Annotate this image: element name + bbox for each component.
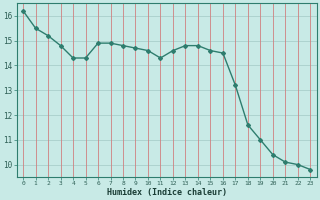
X-axis label: Humidex (Indice chaleur): Humidex (Indice chaleur) bbox=[107, 188, 227, 197]
